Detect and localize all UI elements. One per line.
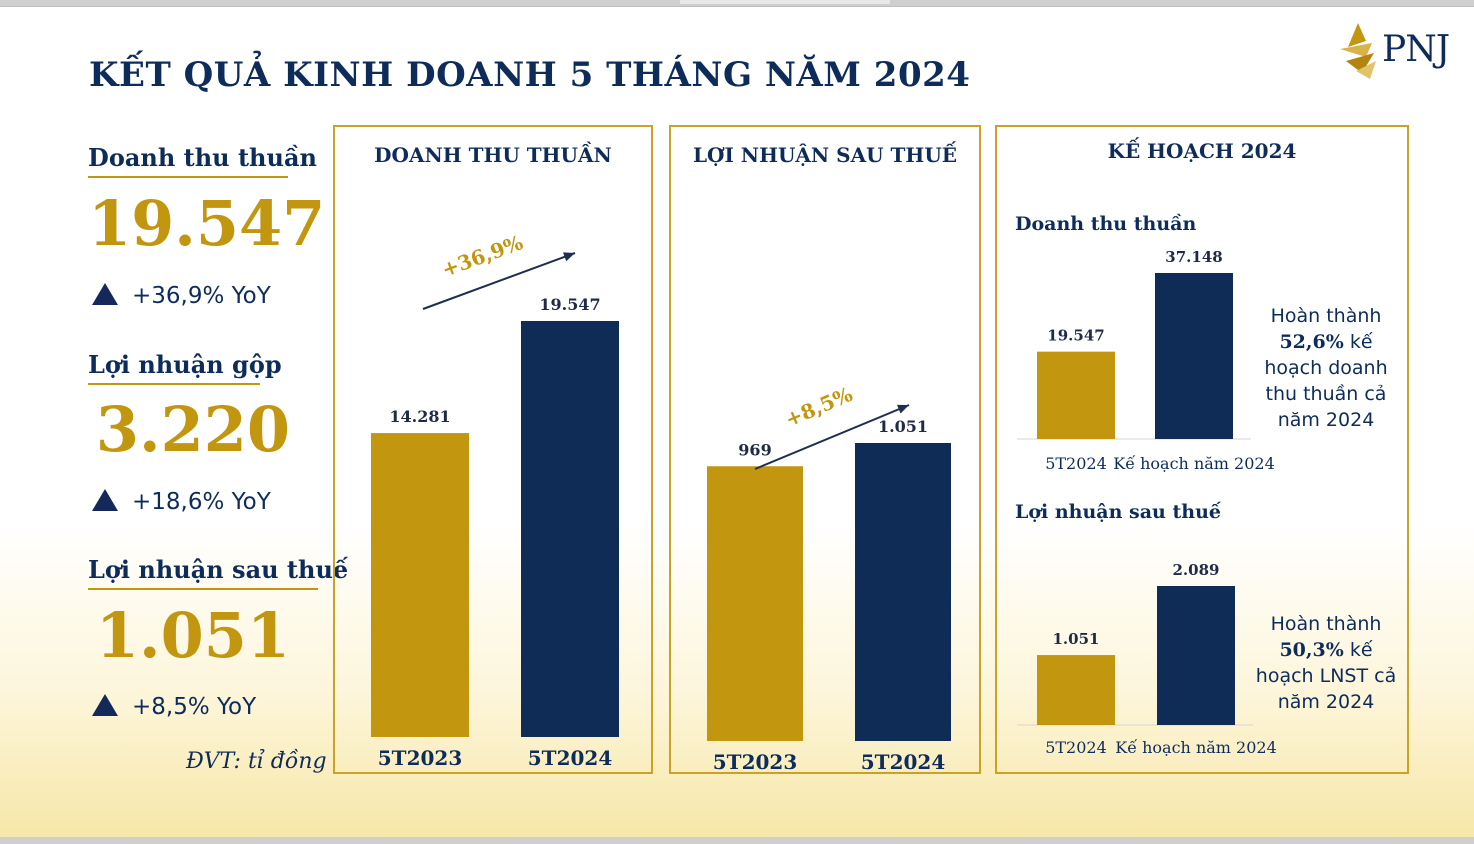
data-label: 19.547 (1047, 327, 1104, 345)
plan-profit-chart: 1.051 5T2024 2.089 Kế hoạch năm 2024 (1017, 561, 1277, 757)
plan-panel-title: KẾ HOẠCH 2024 (1107, 139, 1297, 163)
revenue-panel: DOANH THU THUẦN 14.281 5T2023 19.547 5T2024… (333, 125, 653, 774)
bar-second (855, 443, 951, 741)
data-label: 37.148 (1165, 248, 1222, 266)
data-label: 969 (738, 440, 771, 459)
page-title: KẾT QUẢ KINH DOANH 5 THÁNG NĂM 2024 (89, 55, 971, 95)
growth-arrow-head-icon (563, 252, 575, 262)
plan-revenue-note-line1: Hoàn thành (1270, 305, 1382, 327)
plan-profit-note-rest: kế hoạch LNST cả năm 2024 (1255, 639, 1397, 713)
growth-arrow-head-icon (897, 404, 909, 414)
category-label: 5T2024 (1045, 454, 1107, 473)
bar-first (1037, 655, 1115, 725)
bar-second (1155, 273, 1233, 439)
kpi-yoy-revenue: +36,9% YoY (92, 283, 271, 309)
growth-arrow-line (754, 404, 910, 470)
kpi-label-gross-profit: Lợi nhuận gộp (88, 350, 282, 385)
plan-revenue-note-pct: 52,6% (1279, 331, 1344, 353)
profit-panel: LỢI NHUẬN SAU THUẾ 969 5T2023 1.051 5T2024 +… (669, 125, 981, 774)
profit-panel-title: LỢI NHUẬN SAU THUẾ (692, 143, 957, 167)
revenue-panel-title: DOANH THU THUẦN (374, 143, 612, 167)
growth-annotation: +36,9% (439, 230, 527, 281)
category-label: Kế hoạch năm 2024 (1113, 454, 1275, 473)
growth-arrow-line (422, 252, 576, 310)
profit-chart: 969 5T2023 1.051 5T2024 +8,5% (707, 382, 951, 772)
up-triangle-icon (92, 489, 118, 511)
up-triangle-icon (92, 694, 118, 716)
kpi-value-gross-profit: 3.220 (95, 393, 291, 466)
plan-panel: KẾ HOẠCH 2024 Doanh thu thuần Lợi nhuận … (995, 125, 1409, 774)
category-label: 5T2023 (378, 746, 462, 770)
growth-annotation: +8,5% (782, 382, 856, 432)
kpi-label-net-profit: Lợi nhuận sau thuế (88, 555, 348, 590)
data-label: 1.051 (1053, 630, 1100, 648)
category-label: 5T2023 (713, 750, 797, 772)
kpi-yoy-net-profit-text: +8,5% YoY (132, 694, 257, 720)
bar-second (521, 321, 619, 737)
bar-first (707, 466, 803, 741)
category-label: 5T2024 (528, 746, 613, 770)
plan-revenue-title: Doanh thu thuần (1015, 213, 1197, 235)
kpi-yoy-gross-profit-text: +18,6% YoY (132, 489, 271, 515)
plan-revenue-note: Hoàn thành 52,6% kế hoạch doanh thu thuầ… (1251, 303, 1401, 433)
plan-revenue-note-rest: kế hoạch doanh thu thuần cả năm 2024 (1264, 331, 1388, 431)
revenue-chart: 14.281 5T2023 19.547 5T2024 +36,9% (371, 230, 619, 770)
kpi-value-revenue: 19.547 (88, 187, 326, 260)
up-triangle-icon (92, 283, 118, 305)
plan-profit-note-line1: Hoàn thành (1270, 613, 1382, 635)
bar-first (1037, 351, 1115, 439)
kpi-value-net-profit: 1.051 (95, 599, 291, 672)
logo-text: PNJ (1382, 29, 1450, 70)
kpi-yoy-net-profit: +8,5% YoY (92, 694, 256, 720)
bar-first (371, 433, 469, 737)
category-label: 5T2024 (861, 750, 946, 772)
plan-profit-title: Lợi nhuận sau thuế (1015, 501, 1221, 523)
pnj-logo-icon (1340, 23, 1376, 79)
plan-profit-note: Hoàn thành 50,3% kế hoạch LNST cả năm 20… (1251, 611, 1401, 715)
kpi-label-revenue: Doanh thu thuần (88, 143, 317, 178)
kpi-yoy-gross-profit: +18,6% YoY (92, 489, 271, 515)
data-label: 1.051 (878, 417, 928, 436)
kpi-yoy-revenue-text: +36,9% YoY (132, 283, 271, 309)
window-top-marker (680, 0, 890, 4)
category-label: 5T2024 (1045, 738, 1107, 757)
unit-note: ĐVT: tỉ đồng (186, 749, 327, 774)
plan-profit-note-pct: 50,3% (1279, 639, 1344, 661)
slide: KẾT QUẢ KINH DOANH 5 THÁNG NĂM 2024 PNJ … (0, 6, 1474, 837)
data-label: 19.547 (539, 295, 600, 314)
pnj-logo: PNJ (1336, 21, 1456, 81)
plan-revenue-chart: 19.547 5T2024 37.148 Kế hoạch năm 2024 (1017, 248, 1275, 473)
category-label: Kế hoạch năm 2024 (1115, 738, 1277, 757)
bar-second (1157, 586, 1235, 725)
data-label: 2.089 (1173, 561, 1220, 579)
data-label: 14.281 (389, 407, 450, 426)
